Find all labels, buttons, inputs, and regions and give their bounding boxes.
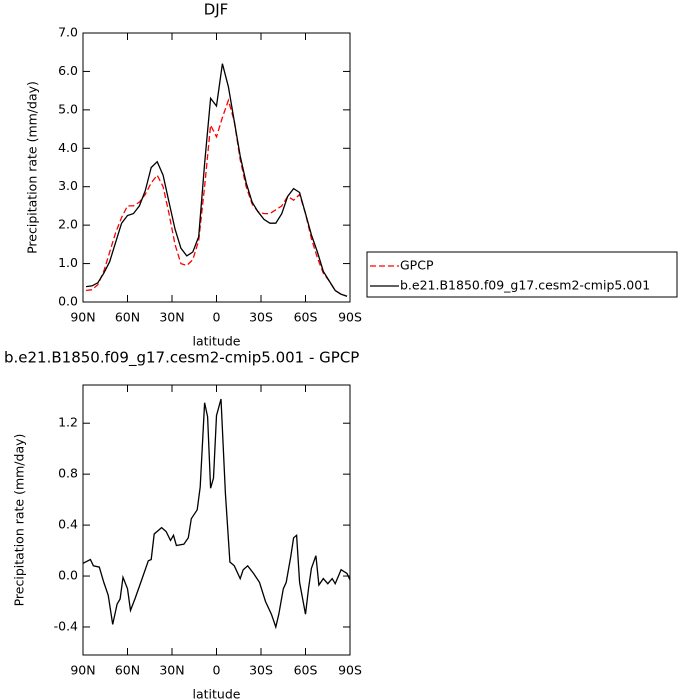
y-tick-label: -0.4 (54, 618, 78, 633)
y-tick-label: 4.0 (58, 140, 78, 155)
x-tick-label: 60N (115, 310, 140, 325)
legend-box (366, 251, 678, 298)
x-tick-label: 30N (159, 310, 184, 325)
x-tick-label: 90S (338, 310, 362, 325)
y-axis-label: Precipitation rate (mm/day) (12, 434, 27, 607)
plot-frame (82, 32, 351, 303)
x-axis-label: latitude (193, 334, 241, 349)
x-tick-label: 90S (338, 663, 362, 678)
x-tick-label: 30S (249, 310, 273, 325)
x-tick-label: 0 (213, 310, 221, 325)
x-tick-label: 0 (213, 663, 221, 678)
y-tick-label: 1.0 (58, 255, 78, 270)
chart-title: DJF (204, 1, 229, 19)
y-tick-label: 0.0 (58, 568, 78, 583)
y-tick-label: 5.0 (58, 101, 78, 116)
y-tick-label: 3.0 (58, 178, 78, 193)
x-tick-label: 30N (159, 663, 184, 678)
x-tick-label: 90N (70, 663, 95, 678)
x-tick-label: 60N (115, 663, 140, 678)
y-tick-label: 0.8 (58, 466, 78, 481)
y-tick-label: 1.2 (58, 415, 78, 430)
plot-area (83, 398, 350, 630)
y-tick-label: 6.0 (58, 63, 78, 78)
y-tick-label: 0.0 (58, 294, 78, 309)
plot-area (85, 63, 348, 297)
legend-label: GPCP (400, 258, 434, 273)
data-line (85, 63, 348, 297)
y-tick-label: 7.0 (58, 25, 78, 40)
y-axis-label: Precipitation rate (mm/day) (25, 81, 40, 254)
x-tick-label: 90N (70, 310, 95, 325)
data-line (85, 98, 348, 297)
y-tick-label: 2.0 (58, 217, 78, 232)
plot-frame (82, 384, 351, 656)
x-tick-label: 30S (249, 663, 273, 678)
x-axis-label: latitude (193, 687, 241, 700)
x-tick-label: 60S (294, 663, 318, 678)
x-tick-label: 60S (294, 310, 318, 325)
legend-label: b.e21.B1850.f09_g17.cesm2-cmip5.001 (400, 278, 650, 293)
chart-title: b.e21.B1850.f09_g17.cesm2-cmip5.001 - GP… (4, 349, 359, 368)
data-line (83, 398, 350, 630)
y-tick-label: 0.4 (58, 517, 78, 532)
